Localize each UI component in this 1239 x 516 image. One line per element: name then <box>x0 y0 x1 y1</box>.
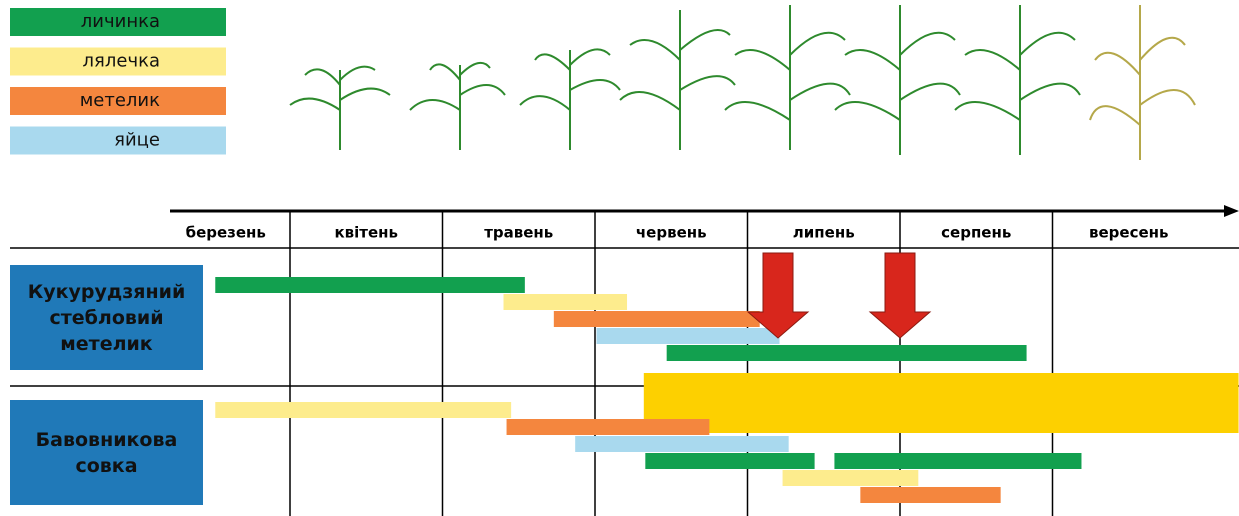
month-label: липень <box>793 224 855 242</box>
treatment-arrow <box>870 253 930 338</box>
axis-arrowhead <box>1224 205 1239 217</box>
month-label: березень <box>186 224 266 242</box>
stage-bar <box>860 487 1000 503</box>
page: личинка лялечка метелик яйце березень квітень… <box>0 0 1239 516</box>
pest-label: Кукурудзяний стебловий метелик <box>10 265 203 370</box>
stage-bar <box>783 470 919 486</box>
month-label: серпень <box>941 224 1011 242</box>
legend-label: метелик <box>80 90 160 111</box>
legend-label: лялечка <box>83 51 160 72</box>
legend-label: яйце <box>114 130 160 151</box>
stage-bar <box>507 419 710 435</box>
stage-bar <box>215 277 525 293</box>
stage-bar <box>215 402 511 418</box>
month-label: квітень <box>334 224 398 242</box>
plants <box>290 5 1195 160</box>
stage-bar <box>554 311 760 327</box>
month-label: червень <box>636 224 707 242</box>
stage-bar <box>575 436 789 452</box>
stage-bar <box>834 453 1081 469</box>
highlight-area <box>644 373 1239 433</box>
stage-bar <box>597 328 780 344</box>
month-label: вересень <box>1089 224 1169 242</box>
month-label: травень <box>484 224 553 242</box>
stage-bar <box>667 345 1027 361</box>
legend-label: личинка <box>81 11 160 32</box>
stage-bar <box>504 294 628 310</box>
pest-label: Бавовникова совка <box>10 400 203 505</box>
stage-bar <box>645 453 814 469</box>
